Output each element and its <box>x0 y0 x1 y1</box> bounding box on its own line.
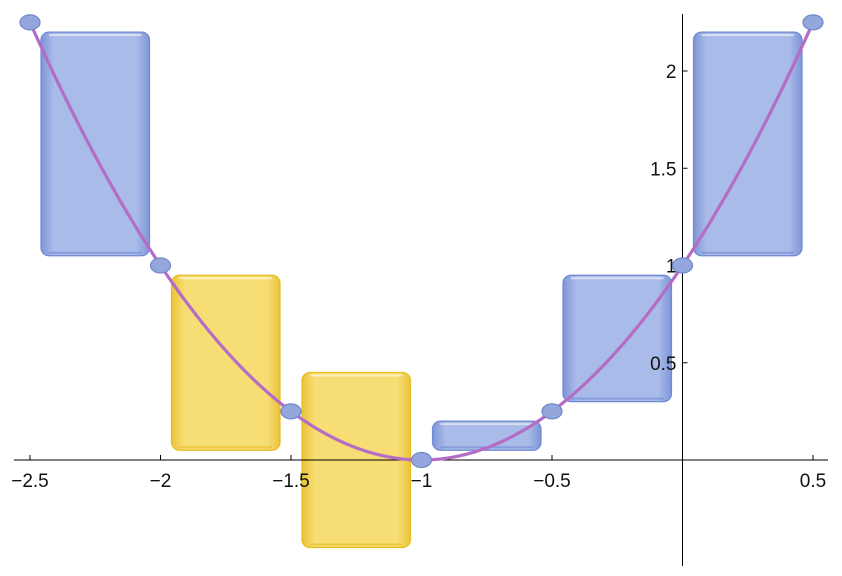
x-tick-label: 0.5 <box>800 471 826 492</box>
x-tick-label: −1.5 <box>272 471 310 492</box>
ticks-layer: −2.5 −2 −1.5 −1 −0.5 0.5 0.5 1 1.5 2 <box>11 62 826 492</box>
x-tick-label: −0.5 <box>533 471 571 492</box>
bar-1 <box>40 31 151 257</box>
data-point-6 <box>671 257 694 274</box>
y-tick-label: 0.5 <box>650 354 676 375</box>
x-tick-label: −1 <box>411 471 433 492</box>
data-point-7 <box>802 14 824 31</box>
y-tick-label: 1 <box>666 257 677 278</box>
bar-5 <box>562 274 673 403</box>
y-tick-label: 2 <box>666 62 677 83</box>
data-point-2 <box>149 257 172 274</box>
points-layer <box>19 14 824 469</box>
x-tick-label: −2 <box>150 471 172 492</box>
x-tick-label: −2.5 <box>11 471 49 492</box>
data-point-4 <box>410 451 433 469</box>
data-point-3 <box>280 403 302 420</box>
y-tick-label: 1.5 <box>650 159 676 180</box>
bar-6 <box>692 31 803 257</box>
data-point-1 <box>19 14 41 31</box>
data-point-5 <box>541 403 563 420</box>
bar-4 <box>431 420 542 451</box>
